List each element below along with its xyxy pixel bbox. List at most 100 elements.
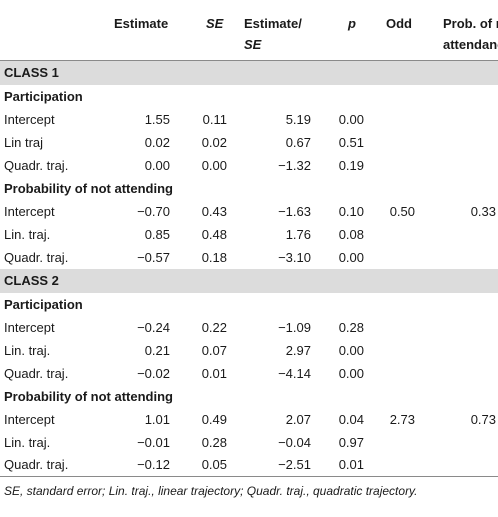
header-odd: Odd: [386, 16, 412, 31]
cell-odd: 0.50: [389, 203, 415, 219]
cell-se: 0.43: [201, 203, 227, 219]
header-p: p: [348, 16, 356, 31]
cell-estimate: −0.70: [137, 203, 170, 219]
cell-odd: [372, 131, 426, 154]
row-label: Lin traj: [4, 134, 44, 150]
section-row: Participation: [0, 85, 498, 108]
cell-prob: [426, 108, 498, 131]
section-row: Participation: [0, 293, 498, 316]
cell-prob: 0.73: [470, 411, 496, 427]
cell-se: 0.49: [201, 411, 227, 427]
table-row: Lin traj 0.02 0.02 0.67 0.51: [0, 131, 498, 154]
section-title: Probability of not attending: [4, 388, 173, 404]
results-table: Estimate SE Estimate/ SE p Odd Prob. of …: [0, 0, 498, 477]
cell-estimate: −0.57: [137, 249, 170, 265]
table-row: Quadr. traj. 0.00 0.00 −1.32 0.19: [0, 154, 498, 177]
cell-se: 0.48: [201, 226, 227, 242]
header-estimate-se-line1: Estimate/: [244, 16, 302, 31]
row-label: Quadr. traj.: [4, 365, 69, 381]
row-label: Intercept: [4, 111, 55, 127]
row-label: Lin. traj.: [4, 434, 51, 450]
row-label: Intercept: [4, 319, 55, 335]
table-row: Quadr. traj. −0.57 0.18 −3.10 0.00: [0, 246, 498, 269]
cell-ratio: −4.14: [278, 365, 311, 381]
cell-odd: [372, 362, 426, 385]
table-row: Intercept 1.55 0.11 5.19 0.00: [0, 108, 498, 131]
cell-estimate: −0.12: [106, 453, 188, 477]
row-label: Intercept: [4, 411, 55, 427]
cell-ratio: 0.67: [285, 134, 311, 150]
cell-odd: [372, 339, 426, 362]
header-se: SE: [206, 16, 224, 31]
header-prob-line1: Prob. of no: [443, 16, 498, 31]
cell-p: 0.08: [338, 226, 364, 242]
cell-se: 0.28: [201, 434, 227, 450]
cell-prob: [426, 154, 498, 177]
row-label: Intercept: [4, 203, 55, 219]
cell-se: 0.11: [202, 111, 227, 127]
cell-se: 0.22: [201, 319, 227, 335]
section-title: Participation: [4, 296, 83, 312]
section-title: Probability of not attending: [4, 180, 173, 196]
section-title: Participation: [4, 88, 83, 104]
table-row: Quadr. traj. −0.12 0.05 −2.51 0.01: [0, 453, 498, 477]
cell-odd: [372, 431, 426, 454]
header-row: Estimate SE Estimate/ SE p Odd Prob. of …: [0, 0, 498, 60]
table-row: Lin. traj. −0.01 0.28 −0.04 0.97: [0, 431, 498, 454]
cell-prob: [426, 339, 498, 362]
cell-p: 0.97: [338, 434, 364, 450]
header-estimate-se: Estimate/ SE: [236, 0, 318, 60]
cell-se: 0.02: [201, 134, 227, 150]
cell-se: 0.01: [201, 365, 227, 381]
row-label: Lin. traj.: [4, 342, 51, 358]
header-estimate: Estimate: [114, 16, 169, 31]
header-estimate-se-line2: SE: [244, 37, 262, 52]
cell-p: 0.00: [338, 365, 364, 381]
cell-estimate: 0.85: [144, 226, 170, 242]
section-row: Probability of not attending: [0, 385, 498, 408]
table-row: Intercept −0.24 0.22 −1.09 0.28: [0, 316, 498, 339]
cell-p: 0.01: [318, 453, 372, 477]
cell-p: 0.04: [338, 411, 364, 427]
header-prob-no-attendance: Prob. of no attendance: [426, 0, 498, 60]
row-label: Quadr. traj.: [4, 249, 69, 265]
cell-odd: [372, 453, 426, 477]
table-row: Intercept 1.01 0.49 2.07 0.04 2.73 0.73: [0, 408, 498, 431]
cell-ratio: 2.07: [285, 411, 311, 427]
cell-estimate: −0.01: [137, 434, 170, 450]
cell-p: 0.00: [338, 111, 364, 127]
cell-ratio: −1.63: [278, 203, 311, 219]
cell-p: 0.00: [338, 249, 364, 265]
cell-prob: [426, 316, 498, 339]
cell-ratio: 1.76: [285, 226, 311, 242]
table-row: Lin. traj. 0.21 0.07 2.97 0.00: [0, 339, 498, 362]
cell-se: 0.05: [188, 453, 236, 477]
cell-odd: 2.73: [389, 411, 415, 427]
row-label: Lin. traj.: [4, 226, 51, 242]
header-prob-line2: attendance: [443, 37, 498, 52]
cell-ratio: −1.32: [278, 157, 311, 173]
cell-ratio: −0.04: [278, 434, 311, 450]
cell-prob: [426, 453, 498, 477]
cell-estimate: 1.55: [144, 111, 170, 127]
cell-ratio: −1.09: [278, 319, 311, 335]
cell-se: 0.18: [201, 249, 227, 265]
cell-ratio: −3.10: [278, 249, 311, 265]
cell-estimate: −0.24: [137, 319, 170, 335]
cell-p: 0.28: [338, 319, 364, 335]
table-row: Intercept −0.70 0.43 −1.63 0.10 0.50 0.3…: [0, 200, 498, 223]
class-2-title: CLASS 2: [0, 268, 498, 293]
class-1-row: CLASS 1: [0, 60, 498, 85]
cell-p: 0.51: [338, 134, 364, 150]
cell-p: 0.10: [338, 203, 364, 219]
cell-p: 0.00: [338, 342, 364, 358]
cell-prob: [426, 246, 498, 269]
cell-estimate: −0.02: [137, 365, 170, 381]
header-label-blank: [0, 0, 106, 60]
cell-estimate: 0.00: [144, 157, 170, 173]
cell-odd: [372, 223, 426, 246]
cell-prob: [426, 223, 498, 246]
cell-estimate: 0.21: [144, 342, 170, 358]
row-label: Quadr. traj.: [4, 157, 69, 173]
cell-prob: [426, 431, 498, 454]
